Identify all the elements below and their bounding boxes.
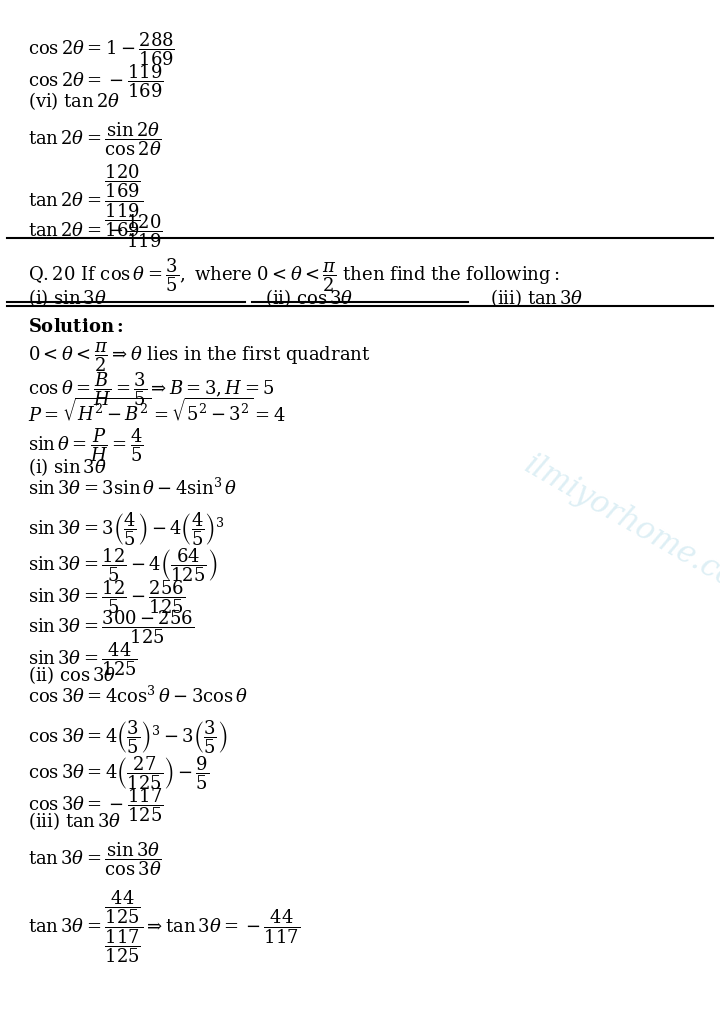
Text: $(\mathrm{vi})\ \tan 2\theta$: $(\mathrm{vi})\ \tan 2\theta$ [28,90,120,112]
Text: $\sin 3\theta = \dfrac{12}{5} - \dfrac{256}{125}$: $\sin 3\theta = \dfrac{12}{5} - \dfrac{2… [28,578,185,616]
Text: $(\mathrm{i})\ \sin 3\theta$: $(\mathrm{i})\ \sin 3\theta$ [28,287,107,308]
Text: $\sin 3\theta = \dfrac{300-256}{125}$: $\sin 3\theta = \dfrac{300-256}{125}$ [28,608,194,645]
Text: $\cos 3\theta = 4\cos^3\theta - 3\cos\theta$: $\cos 3\theta = 4\cos^3\theta - 3\cos\th… [28,686,248,708]
Text: $\mathrm{Q.20\ If\ }\cos\theta = \dfrac{3}{5}\mathrm{,\ where\ }0 < \theta < \df: $\mathrm{Q.20\ If\ }\cos\theta = \dfrac{… [28,256,559,293]
Text: $\mathbf{Solution:}$: $\mathbf{Solution:}$ [28,318,124,336]
Text: $\cos 2\theta = 1 - \dfrac{288}{169}$: $\cos 2\theta = 1 - \dfrac{288}{169}$ [28,30,175,67]
Text: $\cos\theta = \dfrac{B}{H} = \dfrac{3}{5} \Rightarrow B = 3, H = 5$: $\cos\theta = \dfrac{B}{H} = \dfrac{3}{5… [28,370,274,407]
Text: $\cos 3\theta = -\dfrac{117}{125}$: $\cos 3\theta = -\dfrac{117}{125}$ [28,786,163,824]
Text: $\tan 3\theta = \dfrac{\dfrac{44}{125}}{\dfrac{117}{125}} \Rightarrow \tan 3\the: $\tan 3\theta = \dfrac{\dfrac{44}{125}}{… [28,888,300,965]
Text: $\cos 3\theta = 4\left(\dfrac{3}{5}\right)^3 - 3\left(\dfrac{3}{5}\right)$: $\cos 3\theta = 4\left(\dfrac{3}{5}\righ… [28,718,228,755]
Text: $\sin 3\theta = \dfrac{12}{5} - 4\left(\dfrac{64}{125}\right)$: $\sin 3\theta = \dfrac{12}{5} - 4\left(\… [28,546,217,583]
Text: $\cos 3\theta = 4\left(\dfrac{27}{125}\right) - \dfrac{9}{5}$: $\cos 3\theta = 4\left(\dfrac{27}{125}\r… [28,754,210,792]
Text: $\sin 3\theta = 3\sin\theta - 4\sin^3\theta$: $\sin 3\theta = 3\sin\theta - 4\sin^3\th… [28,478,238,499]
Text: $(\mathrm{iii})\ \tan 3\theta$: $(\mathrm{iii})\ \tan 3\theta$ [490,287,583,308]
Text: $\sin 3\theta = \dfrac{44}{125}$: $\sin 3\theta = \dfrac{44}{125}$ [28,640,138,678]
Text: $\sin 3\theta = 3\left(\dfrac{4}{5}\right) - 4\left(\dfrac{4}{5}\right)^3$: $\sin 3\theta = 3\left(\dfrac{4}{5}\righ… [28,510,225,548]
Text: $(\mathrm{iii})\ \tan 3\theta$: $(\mathrm{iii})\ \tan 3\theta$ [28,810,122,832]
Text: $\tan 2\theta = -\dfrac{120}{119}$: $\tan 2\theta = -\dfrac{120}{119}$ [28,212,163,249]
Text: $P = \sqrt{H^2 - B^2} = \sqrt{5^2 - 3^2} = 4$: $P = \sqrt{H^2 - B^2} = \sqrt{5^2 - 3^2}… [28,398,286,427]
Text: $(\mathrm{ii})\ \cos 3\theta$: $(\mathrm{ii})\ \cos 3\theta$ [265,287,354,308]
Text: $0 < \theta < \dfrac{\pi}{2} \Rightarrow \theta\ \mathrm{lies\ in\ the\ first\ q: $0 < \theta < \dfrac{\pi}{2} \Rightarrow… [28,340,371,374]
Text: $(\mathrm{i})\ \sin 3\theta$: $(\mathrm{i})\ \sin 3\theta$ [28,456,107,477]
Text: ilmiyorhome.com: ilmiyorhome.com [518,449,720,610]
Text: $\cos 2\theta = -\dfrac{119}{169}$: $\cos 2\theta = -\dfrac{119}{169}$ [28,62,163,100]
Text: $(\mathrm{ii})\ \cos 3\theta$: $(\mathrm{ii})\ \cos 3\theta$ [28,664,116,686]
Text: $\sin\theta = \dfrac{P}{H} = \dfrac{4}{5}$: $\sin\theta = \dfrac{P}{H} = \dfrac{4}{5… [28,426,143,463]
Text: $\tan 2\theta = \dfrac{\dfrac{120}{169}}{\dfrac{119}{169}}$: $\tan 2\theta = \dfrac{\dfrac{120}{169}}… [28,162,143,239]
Text: $\tan 2\theta = \dfrac{\sin 2\theta}{\cos 2\theta}$: $\tan 2\theta = \dfrac{\sin 2\theta}{\co… [28,120,162,158]
Text: $\tan 3\theta = \dfrac{\sin 3\theta}{\cos 3\theta}$: $\tan 3\theta = \dfrac{\sin 3\theta}{\co… [28,840,162,878]
